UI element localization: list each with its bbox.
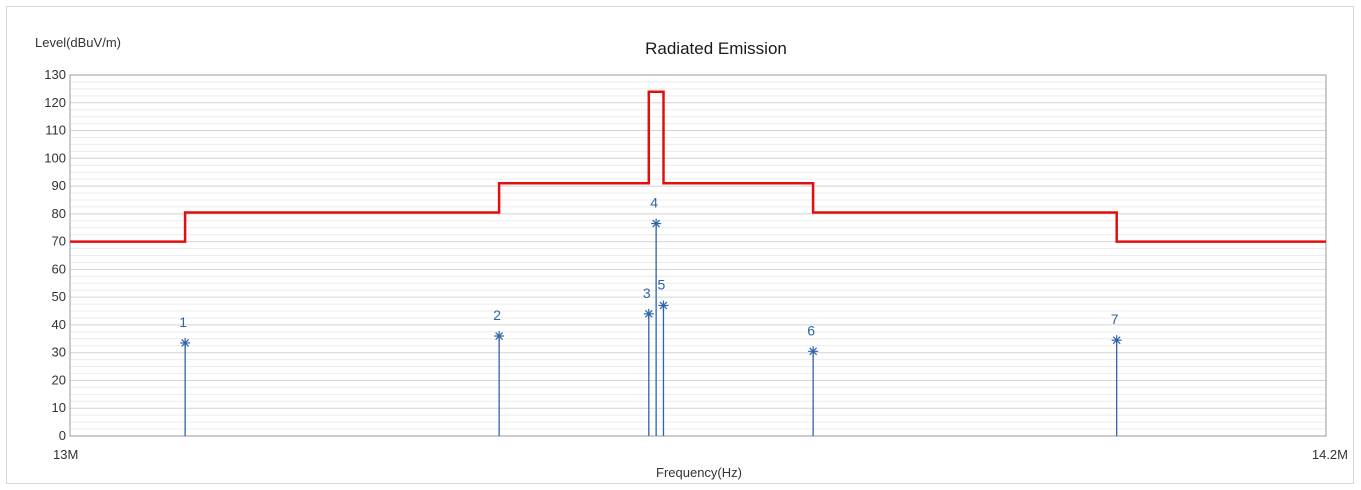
plot-area-border	[69, 74, 1327, 437]
marker-star	[494, 331, 505, 342]
y-tick-label: 50	[52, 289, 66, 304]
chart-title: Radiated Emission	[645, 39, 787, 58]
x-tick-label: 14.2M	[1312, 447, 1348, 462]
marker-label: 6	[807, 322, 815, 338]
marker-star	[643, 308, 654, 319]
y-tick-label: 120	[44, 95, 66, 110]
limit-line	[70, 90, 1326, 243]
y-tick-label: 80	[52, 206, 66, 221]
marker-label: 3	[643, 285, 651, 301]
marker-star	[658, 300, 669, 311]
marker-6: 6	[807, 322, 819, 436]
marker-label: 2	[493, 307, 501, 323]
y-tick-label: 20	[52, 372, 66, 387]
y-tick-label: 110	[45, 123, 66, 138]
marker-label: 1	[179, 314, 187, 330]
marker-1: 1	[179, 314, 191, 436]
marker-label: 5	[658, 276, 666, 292]
marker-2: 2	[493, 307, 505, 436]
emission-markers: 1 2 3 4 5 6 7	[179, 195, 1122, 436]
x-tick-label: 13M	[53, 447, 78, 462]
marker-star	[1111, 335, 1122, 346]
y-tick-label: 30	[52, 345, 66, 360]
marker-5: 5	[658, 276, 669, 436]
y-tick-label: 10	[52, 400, 66, 415]
grid-lines	[70, 81, 1326, 430]
y-tick-label: 90	[52, 178, 66, 193]
marker-label: 7	[1111, 311, 1119, 327]
y-tick-label: 60	[52, 261, 66, 276]
y-tick-label: 40	[52, 317, 66, 332]
x-axis-label: Frequency(Hz)	[656, 465, 742, 480]
chart-frame	[6, 6, 1354, 484]
limit-line-group	[70, 90, 1326, 243]
x-tick-labels: 13M 14.2M	[53, 447, 1348, 462]
marker-star	[651, 218, 662, 229]
y-tick-label: 130	[44, 67, 66, 82]
y-tick-label: 0	[59, 428, 66, 443]
y-tick-label: 70	[52, 234, 66, 249]
marker-star	[808, 346, 819, 357]
marker-7: 7	[1111, 311, 1122, 436]
marker-3: 3	[643, 285, 654, 436]
marker-4: 4	[650, 195, 662, 436]
y-tick-labels: 0 10 20 30 40 50 60 70 80 90 100 110 120 130	[44, 67, 66, 443]
marker-star	[180, 337, 191, 348]
marker-label: 4	[650, 195, 658, 211]
y-axis-label: Level(dBuV/m)	[35, 35, 121, 50]
y-tick-label: 100	[44, 150, 66, 165]
